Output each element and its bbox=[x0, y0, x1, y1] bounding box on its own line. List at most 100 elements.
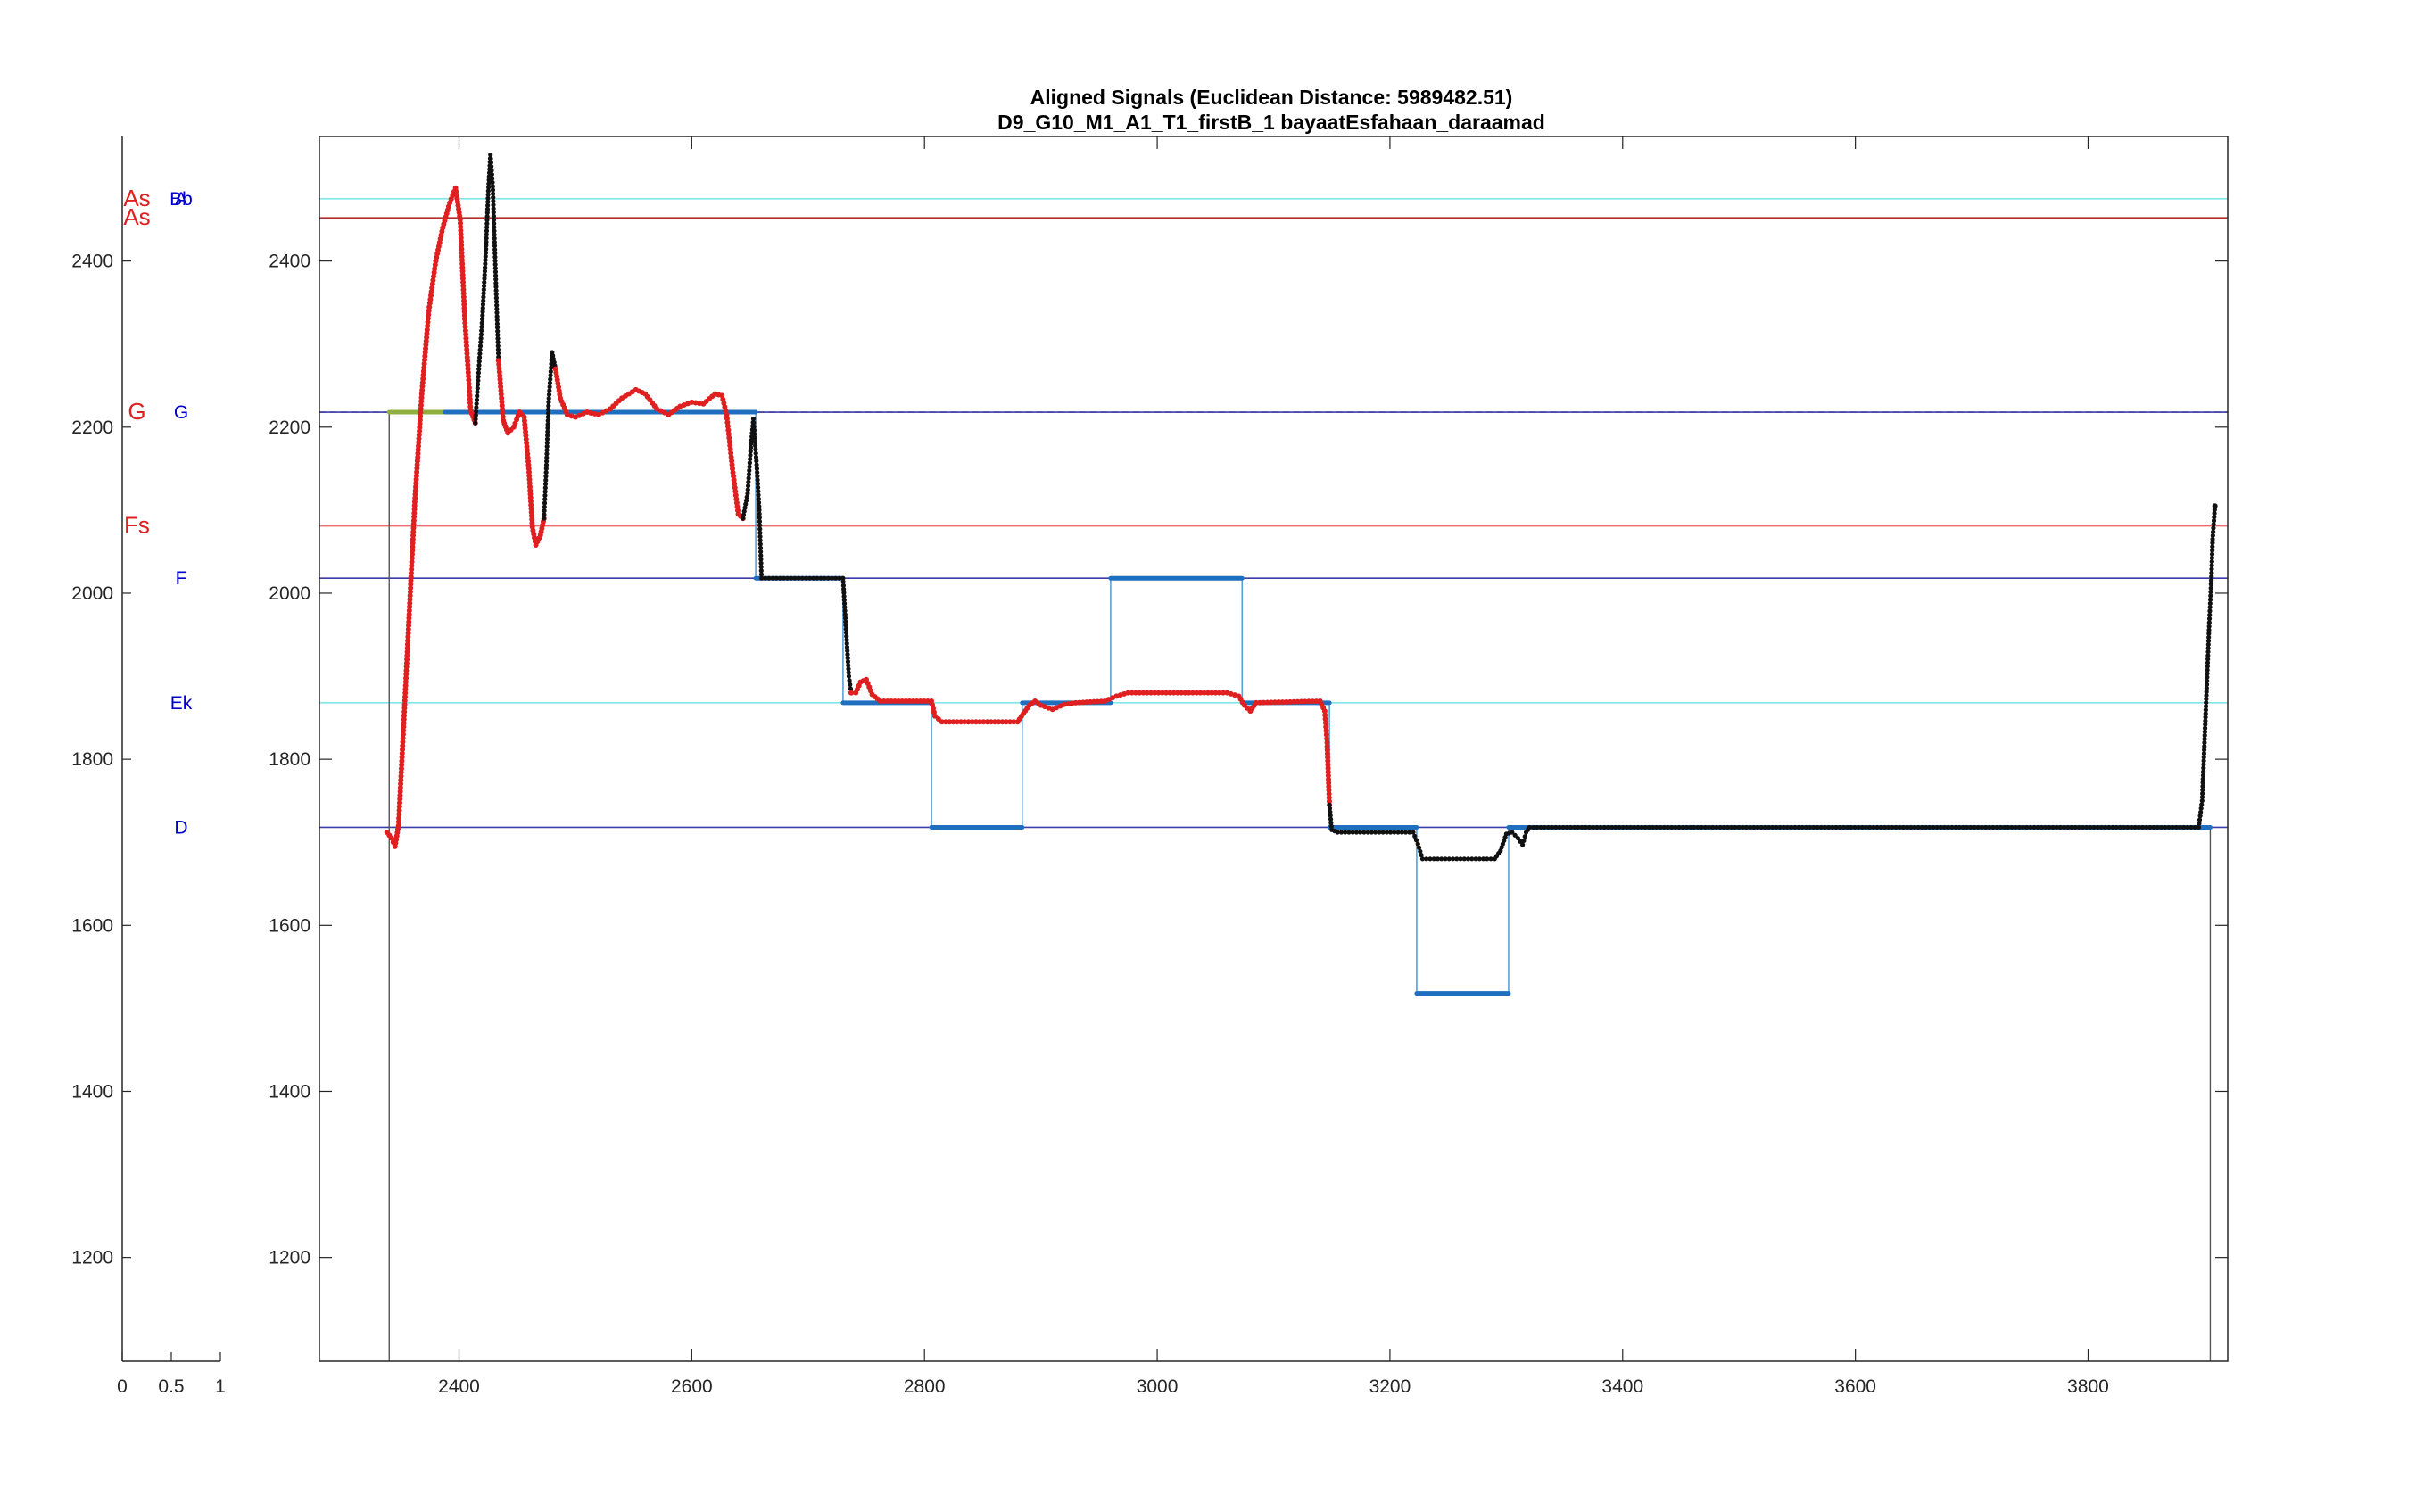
signal-point bbox=[741, 516, 746, 521]
signal-point bbox=[2084, 824, 2089, 830]
signal-point bbox=[484, 221, 490, 227]
note-label: G bbox=[128, 398, 145, 425]
signal-point bbox=[491, 217, 497, 223]
signal-point bbox=[757, 545, 764, 550]
signal-point bbox=[2170, 824, 2175, 830]
signal-point bbox=[494, 318, 500, 323]
signal-point bbox=[749, 437, 754, 443]
x-tick-label: 3200 bbox=[1369, 1376, 1411, 1397]
signal-point bbox=[1323, 723, 1329, 730]
signal-point bbox=[473, 420, 478, 426]
signal-point bbox=[477, 351, 483, 357]
signal-point bbox=[1328, 816, 1334, 822]
signal-point bbox=[494, 321, 501, 326]
signal-point bbox=[2205, 641, 2211, 648]
signal-point bbox=[741, 512, 747, 517]
signal-point bbox=[496, 354, 501, 359]
signal-point bbox=[488, 156, 493, 161]
signal-point bbox=[491, 202, 496, 208]
signal-point bbox=[747, 464, 752, 469]
signal-point bbox=[1261, 699, 1267, 706]
signal-point bbox=[2201, 769, 2206, 774]
signal-point bbox=[482, 279, 487, 285]
signal-point bbox=[757, 511, 762, 516]
signal-point bbox=[757, 523, 763, 528]
signal-point bbox=[751, 427, 757, 433]
signal-point bbox=[840, 579, 846, 584]
signal-point bbox=[543, 470, 549, 475]
signal-point bbox=[1878, 824, 1883, 830]
signal-point bbox=[2177, 824, 2183, 830]
signal-point bbox=[492, 235, 497, 241]
signal-point bbox=[2020, 824, 2026, 830]
signal-point bbox=[2200, 790, 2205, 797]
signal-point bbox=[492, 244, 498, 249]
signal-point bbox=[467, 388, 473, 394]
x-tick-label: 2800 bbox=[904, 1376, 946, 1397]
signal-point bbox=[2069, 824, 2074, 830]
signal-point bbox=[1387, 830, 1394, 835]
signal-point bbox=[493, 292, 499, 297]
signal-point bbox=[1327, 806, 1333, 811]
signal-point bbox=[1598, 824, 1603, 830]
signal-point bbox=[726, 434, 732, 441]
note-label: F bbox=[176, 568, 187, 589]
signal-point bbox=[1808, 824, 1813, 830]
signal-point bbox=[2206, 627, 2212, 632]
signal-point bbox=[491, 210, 496, 215]
signal-point bbox=[542, 485, 548, 491]
main-axes-box bbox=[319, 136, 2229, 1362]
signal-point bbox=[482, 276, 487, 281]
signal-point bbox=[484, 206, 491, 212]
signal-point bbox=[829, 575, 835, 581]
signal-point bbox=[492, 239, 497, 245]
signal-point bbox=[1324, 736, 1330, 742]
signal-point bbox=[1007, 719, 1014, 725]
signal-point bbox=[1369, 830, 1374, 835]
signal-point bbox=[2207, 612, 2213, 617]
signal-point bbox=[2212, 515, 2217, 520]
signal-point bbox=[399, 762, 405, 768]
signal-point bbox=[2207, 597, 2213, 602]
signal-point bbox=[822, 575, 827, 581]
signal-point bbox=[807, 575, 813, 581]
signal-point bbox=[544, 443, 550, 450]
signal-point bbox=[1792, 824, 1798, 830]
signal-point bbox=[1510, 830, 1515, 835]
signal-point bbox=[727, 446, 733, 452]
signal-point bbox=[1897, 824, 1902, 830]
signal-point bbox=[2206, 634, 2212, 640]
signal-point bbox=[2043, 824, 2048, 830]
signal-point bbox=[896, 698, 902, 704]
signal-point bbox=[2098, 824, 2105, 830]
signal-point bbox=[1287, 698, 1293, 705]
signal-point bbox=[755, 481, 760, 486]
signal-point bbox=[1469, 856, 1475, 862]
signal-point bbox=[903, 698, 909, 704]
signal-point bbox=[1485, 856, 1490, 862]
x-tick-label: 3800 bbox=[2067, 1376, 2109, 1397]
signal-point bbox=[1941, 824, 1948, 830]
y-tick-label: 1800 bbox=[269, 749, 310, 770]
signal-point bbox=[745, 487, 750, 492]
signal-point bbox=[2203, 707, 2208, 713]
signal-point bbox=[943, 719, 949, 725]
signal-point bbox=[1412, 833, 1418, 839]
note-label: Ek bbox=[170, 693, 193, 714]
signal-point bbox=[480, 305, 485, 310]
signal-point bbox=[494, 325, 501, 330]
signal-point bbox=[1784, 824, 1791, 830]
signal-point bbox=[544, 455, 550, 460]
signal-point bbox=[1179, 690, 1185, 696]
signal-line bbox=[498, 360, 545, 548]
signal-point bbox=[1755, 824, 1760, 830]
signal-point bbox=[2206, 624, 2212, 629]
main-plot-axes: 2400 2600 2800 3000 3200 3400 3600 3800 1200 1400… bbox=[269, 136, 2229, 1397]
signal-point bbox=[2204, 689, 2209, 695]
signal-point bbox=[1174, 690, 1180, 696]
signal-point bbox=[2121, 824, 2127, 830]
signal-point bbox=[2206, 631, 2212, 636]
signal-point bbox=[466, 381, 472, 387]
signal-point bbox=[758, 568, 764, 574]
